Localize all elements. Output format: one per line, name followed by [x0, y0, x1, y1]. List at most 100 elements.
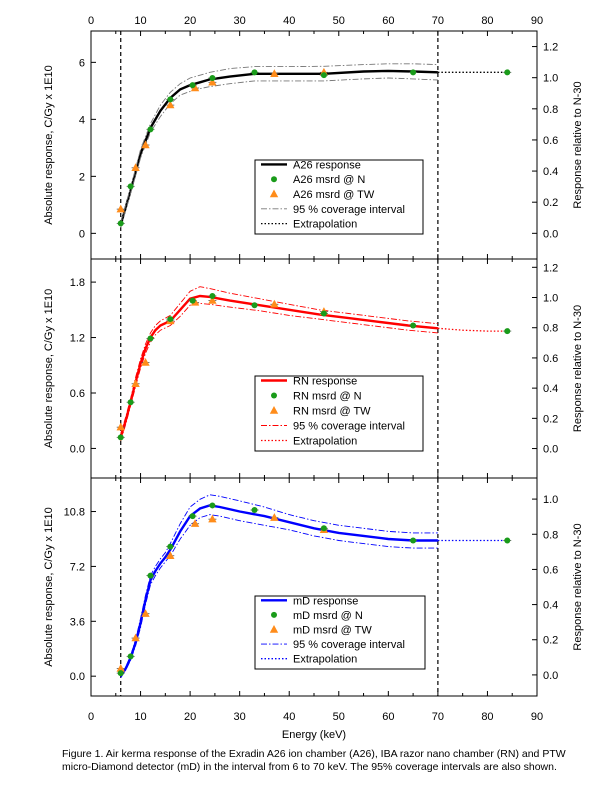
chart-figure: 0 0 10 10 20 20 30 30 40 40 50 50 60 60 70 70 80 80 90 90 0 2…	[43, 15, 584, 741]
right-y-tick-label: 0.8	[543, 323, 558, 335]
top-x-tick-label: 80	[481, 15, 493, 27]
right-y-tick-label: 0.4	[543, 166, 558, 178]
msrd-n-marker-RN	[504, 328, 511, 335]
bottom-x-tick-label: 90	[531, 711, 543, 723]
legend-label: Extrapolation	[293, 436, 357, 448]
msrd-n-marker-RN	[410, 322, 417, 329]
msrd-n-marker-mD	[117, 670, 124, 677]
bottom-x-tick-label: 10	[134, 711, 146, 723]
bottom-x-tick-label: 40	[283, 711, 295, 723]
left-y-tick-label: 0.0	[70, 671, 85, 683]
msrd-tw-marker-RN	[208, 296, 217, 304]
right-y-tick-label: 0.6	[543, 353, 558, 365]
msrd-n-marker-RN	[167, 316, 174, 323]
msrd-tw-marker-RN	[131, 379, 140, 387]
legend-label: A26 response	[293, 159, 361, 171]
legend-swatch-msrd-n	[271, 176, 277, 183]
figure-caption: Figure 1. Air kerma response of the Exra…	[62, 748, 566, 773]
left-y-tick-label: 7.2	[70, 561, 85, 573]
right-y-tick-label: 1.2	[543, 42, 558, 54]
left-y-tick-label: 10.8	[64, 507, 85, 519]
legend-swatch-msrd-tw	[269, 625, 279, 633]
legend-box-mD	[254, 595, 426, 670]
top-x-tick-label: 40	[283, 15, 295, 27]
top-x-tick-label: 50	[333, 15, 345, 27]
right-y-tick-label: 0.2	[543, 413, 558, 425]
right-y-tick-label: 0.8	[543, 104, 558, 116]
legend-label: A26 msrd @ N	[293, 174, 365, 186]
left-y-tick-label: 0	[79, 228, 85, 240]
left-y-tick-label: 1.8	[70, 277, 85, 289]
msrd-tw-marker-RN	[116, 422, 125, 431]
msrd-tw-marker-RN	[270, 299, 279, 308]
legend-label: RN msrd @ N	[293, 391, 362, 403]
msrd-n-marker-A26	[251, 69, 258, 76]
legend-swatch-msrd-tw	[269, 189, 279, 198]
right-y-axis-title: Response relative to N-30	[572, 523, 584, 650]
msrd-n-marker-A26	[147, 126, 154, 133]
x-axis-title: Energy (keV)	[282, 729, 346, 741]
msrd-tw-marker-A26	[208, 77, 217, 86]
left-y-tick-label: 3.6	[70, 616, 85, 628]
msrd-tw-marker-mD	[116, 664, 125, 672]
bottom-x-tick-label: 30	[234, 711, 246, 723]
msrd-n-marker-A26	[189, 82, 196, 89]
left-y-axis-title: Absolute response, C/Gy x 1E10	[43, 507, 55, 667]
top-x-tick-label: 0	[88, 15, 94, 27]
left-y-tick-label: 0.6	[70, 388, 85, 400]
msrd-n-marker-RN	[147, 335, 154, 342]
msrd-n-marker-A26	[410, 69, 417, 76]
legend-label: mD msrd @ TW	[293, 625, 372, 637]
coverage-interval-line-mD	[120, 514, 438, 678]
left-y-tick-label: 4	[79, 114, 85, 126]
legend-label: RN msrd @ TW	[293, 406, 371, 418]
top-x-tick-label: 70	[432, 15, 444, 27]
msrd-tw-marker-A26	[166, 100, 175, 109]
msrd-n-marker-RN	[117, 434, 124, 441]
legend-label: 95 % coverage interval	[293, 639, 405, 651]
msrd-n-marker-A26	[167, 96, 174, 103]
legend-layer: A26 response A26 msrd @ N A26 msrd @ TW 95 …	[254, 159, 426, 670]
coverage-interval-line-A26	[120, 77, 438, 228]
msrd-tw-marker-mD	[166, 551, 175, 559]
left-y-tick-label: 6	[79, 57, 85, 69]
msrd-n-marker-mD	[189, 513, 196, 520]
legend-swatch-msrd-n	[271, 611, 277, 618]
bottom-x-tick-label: 80	[481, 711, 493, 723]
legend-box-RN	[254, 375, 424, 452]
right-y-tick-label: 0.0	[543, 444, 558, 456]
right-y-tick-label: 0.0	[543, 670, 558, 682]
bottom-x-tick-label: 20	[184, 711, 196, 723]
right-y-tick-label: 1.2	[543, 262, 558, 274]
right-y-tick-label: 0.2	[543, 197, 558, 209]
legend-label: RN response	[293, 376, 357, 388]
msrd-tw-marker-mD	[141, 609, 150, 617]
msrd-tw-marker-RN	[141, 357, 150, 366]
msrd-n-marker-A26	[127, 183, 134, 190]
bottom-x-tick-label: 50	[333, 711, 345, 723]
msrd-tw-marker-A26	[270, 69, 279, 77]
right-y-tick-label: 1.0	[543, 73, 558, 85]
right-y-tick-label: 0.4	[543, 383, 558, 395]
top-x-tick-label: 10	[134, 15, 146, 27]
left-y-axis-title: Absolute response, C/Gy x 1E10	[43, 289, 55, 449]
bottom-x-tick-label: 0	[88, 711, 94, 723]
msrd-n-marker-RN	[127, 399, 134, 406]
legend-swatch-msrd-n	[271, 392, 277, 399]
legend-swatch-msrd-tw	[269, 406, 279, 414]
msrd-n-marker-RN	[320, 310, 327, 317]
msrd-n-marker-A26	[320, 72, 327, 79]
coverage-interval-line-RN	[120, 302, 438, 442]
right-y-tick-label: 0.6	[543, 564, 558, 576]
msrd-n-marker-mD	[504, 537, 511, 544]
top-x-tick-label: 20	[184, 15, 196, 27]
legend-box-A26	[254, 159, 424, 235]
extrapolation-line-RN	[437, 327, 508, 332]
legend-label: Extrapolation	[293, 654, 357, 666]
left-y-tick-label: 1.2	[70, 333, 85, 345]
bottom-x-tick-label: 70	[432, 711, 444, 723]
right-y-axis-title: Response relative to N-30	[572, 305, 584, 432]
right-y-tick-label: 0.8	[543, 529, 558, 541]
top-x-tick-label: 60	[382, 15, 394, 27]
right-y-tick-label: 0.6	[543, 135, 558, 147]
